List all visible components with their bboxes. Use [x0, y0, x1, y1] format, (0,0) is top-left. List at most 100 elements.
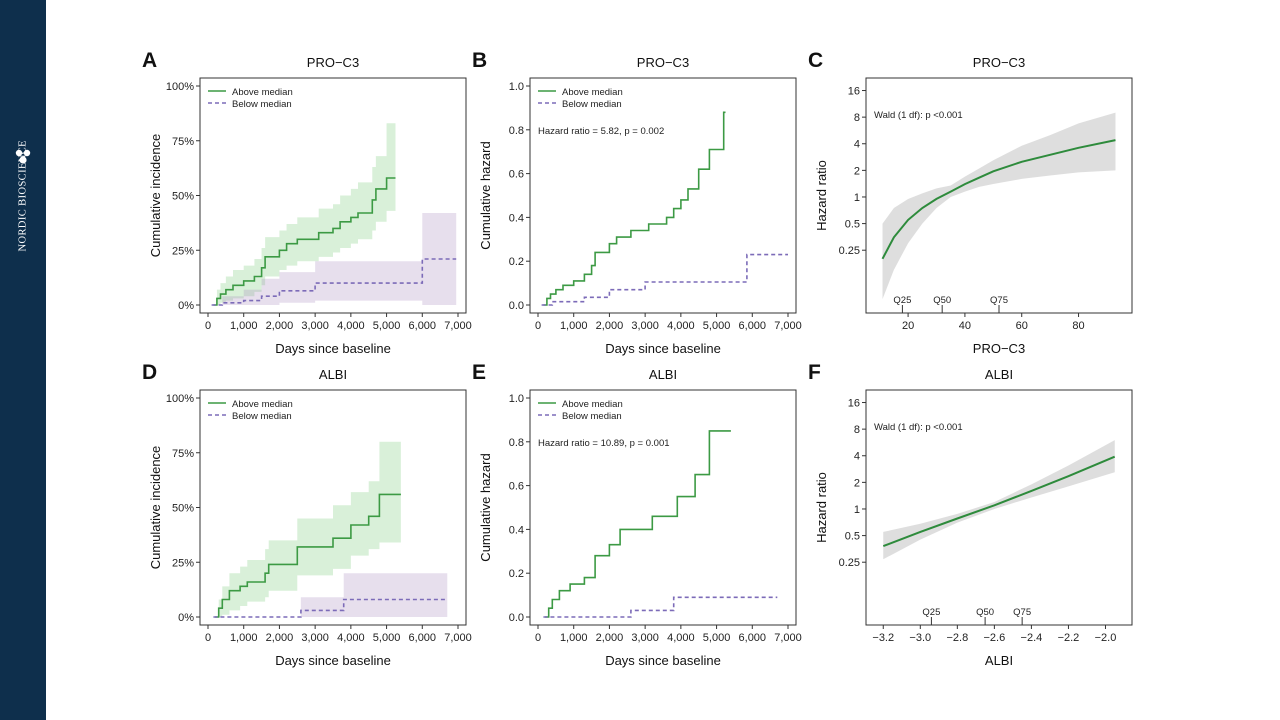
x-tick-label: 7,000 [774, 320, 802, 332]
panel-title: ALBI [985, 367, 1013, 382]
y-tick-label: 0.6 [509, 481, 524, 493]
y-tick-label: 0% [178, 612, 194, 624]
y-tick-label: 0.25 [839, 245, 860, 257]
y-tick-label: 0.4 [509, 524, 524, 536]
confidence-band-above-median [213, 123, 396, 305]
y-tick-label: 0.5 [845, 531, 860, 543]
legend-label: Above median [232, 399, 293, 410]
x-axis-label: Days since baseline [605, 653, 721, 668]
x-tick-label: 6,000 [409, 632, 437, 644]
x-tick-label: 0 [535, 320, 541, 332]
legend-label: Above median [562, 87, 623, 98]
x-tick-label: 1,000 [230, 632, 258, 644]
x-tick-label: 20 [902, 320, 914, 332]
x-tick-label: 6,000 [739, 632, 767, 644]
legend-label: Below median [232, 411, 292, 422]
plot-frame [529, 77, 797, 314]
y-tick-label: 4 [854, 139, 860, 151]
annotation-text: Wald (1 df): p <0.001 [874, 110, 963, 121]
x-tick-label: 5,000 [373, 632, 401, 644]
y-tick-label: 4 [854, 451, 860, 463]
panel-letter: A [142, 49, 157, 72]
panel-f: F ALBI 0.25 0.5 1 2 4 8 16 −3.2 −3.0 −2.8 −2.6 −2.4 −2… [808, 361, 1133, 668]
y-axis-label: Cumulative hazard [478, 141, 493, 249]
y-tick-label: 0.8 [509, 125, 524, 137]
x-axis-label: Days since baseline [275, 653, 391, 668]
x-axis-label: Days since baseline [605, 341, 721, 356]
x-axis-label: PRO−C3 [973, 341, 1025, 356]
y-axis-label: Cumulative incidence [148, 446, 163, 570]
y-tick-label: 0.4 [509, 212, 524, 224]
annotation-text: Hazard ratio = 10.89, p = 0.001 [538, 438, 670, 449]
series-line-below-median [541, 253, 788, 306]
series-line-above-median [215, 493, 401, 618]
x-tick-label: 3,000 [301, 632, 329, 644]
x-tick-label: 60 [1016, 320, 1028, 332]
confidence-band-below-median [211, 213, 457, 305]
x-tick-label: 5,000 [373, 320, 401, 332]
panel-d: D ALBI 0% 25% 50% 75% 100% 0 1,000 2,000 3,000 4,00… [142, 361, 472, 668]
x-tick-label: 6,000 [409, 320, 437, 332]
quantile-label: Q50 [976, 607, 994, 618]
y-axis-label: Cumulative incidence [148, 134, 163, 258]
annotation-text: Wald (1 df): p <0.001 [874, 422, 963, 433]
x-tick-label: 40 [959, 320, 971, 332]
x-tick-label: 4,000 [337, 320, 365, 332]
series-line-below-median [543, 596, 778, 618]
confidence-band-spline [883, 440, 1115, 560]
panel-e: E ALBI 0.0 0.2 0.4 0.6 0.8 1.0 0 1,000 2,000 3,000 4… [472, 361, 802, 668]
x-tick-label: 2,000 [266, 632, 294, 644]
y-tick-label: 1.0 [509, 81, 524, 93]
x-tick-label: 5,000 [703, 632, 731, 644]
y-tick-label: 8 [854, 112, 860, 124]
series-line-above-median [545, 430, 731, 618]
y-tick-label: 0.0 [509, 300, 524, 312]
x-tick-label: 5,000 [703, 320, 731, 332]
legend-label: Below median [232, 99, 292, 110]
x-tick-label: −2.6 [984, 632, 1006, 644]
molecule-logo-icon [15, 149, 31, 164]
panel-title: ALBI [319, 367, 347, 382]
x-tick-label: 7,000 [444, 632, 472, 644]
confidence-band-above-median [215, 441, 401, 617]
hazard-ratio-spline [882, 455, 1116, 548]
panel-letter: E [472, 361, 486, 384]
x-axis-label: Days since baseline [275, 341, 391, 356]
hazard-ratio-spline [881, 139, 1116, 260]
plot-frame [865, 389, 1133, 626]
x-tick-label: 3,000 [631, 632, 659, 644]
y-axis-label: Hazard ratio [814, 472, 829, 543]
y-tick-label: 50% [172, 191, 194, 203]
quantile-label: Q50 [933, 295, 951, 306]
legend-label: Below median [562, 99, 622, 110]
panel-letter: D [142, 361, 157, 384]
y-tick-label: 25% [172, 557, 194, 569]
panel-letter: B [472, 49, 487, 72]
y-tick-label: 0.5 [845, 219, 860, 231]
quantile-label: Q75 [1013, 607, 1031, 618]
y-tick-label: 100% [166, 81, 194, 93]
x-tick-label: 80 [1072, 320, 1084, 332]
legend-label: Above median [562, 399, 623, 410]
x-tick-label: −2.4 [1021, 632, 1043, 644]
y-tick-label: 2 [854, 165, 860, 177]
x-tick-label: 3,000 [631, 320, 659, 332]
confidence-band-spline [882, 112, 1116, 300]
x-tick-label: 2,000 [596, 320, 624, 332]
x-tick-label: 2,000 [596, 632, 624, 644]
x-tick-label: 0 [535, 632, 541, 644]
panel-title: ALBI [649, 367, 677, 382]
panel-title: PRO−C3 [973, 55, 1025, 70]
x-tick-label: 1,000 [560, 320, 588, 332]
quantile-label: Q25 [893, 295, 911, 306]
x-axis-label: ALBI [985, 653, 1013, 668]
x-tick-label: 0 [205, 320, 211, 332]
panel-letter: F [808, 361, 821, 384]
x-tick-label: −2.0 [1095, 632, 1117, 644]
panel-a: A PRO−C3 0% 25% 50% 75% 100% 0 1,000 2,000 3,000 4,… [142, 49, 472, 356]
y-tick-label: 0% [178, 300, 194, 312]
panel-b: B PRO−C3 0.0 0.2 0.4 0.6 0.8 1.0 0 1,000 2,000 3,00… [472, 49, 802, 356]
y-tick-label: 1 [854, 192, 860, 204]
x-tick-label: 7,000 [444, 320, 472, 332]
